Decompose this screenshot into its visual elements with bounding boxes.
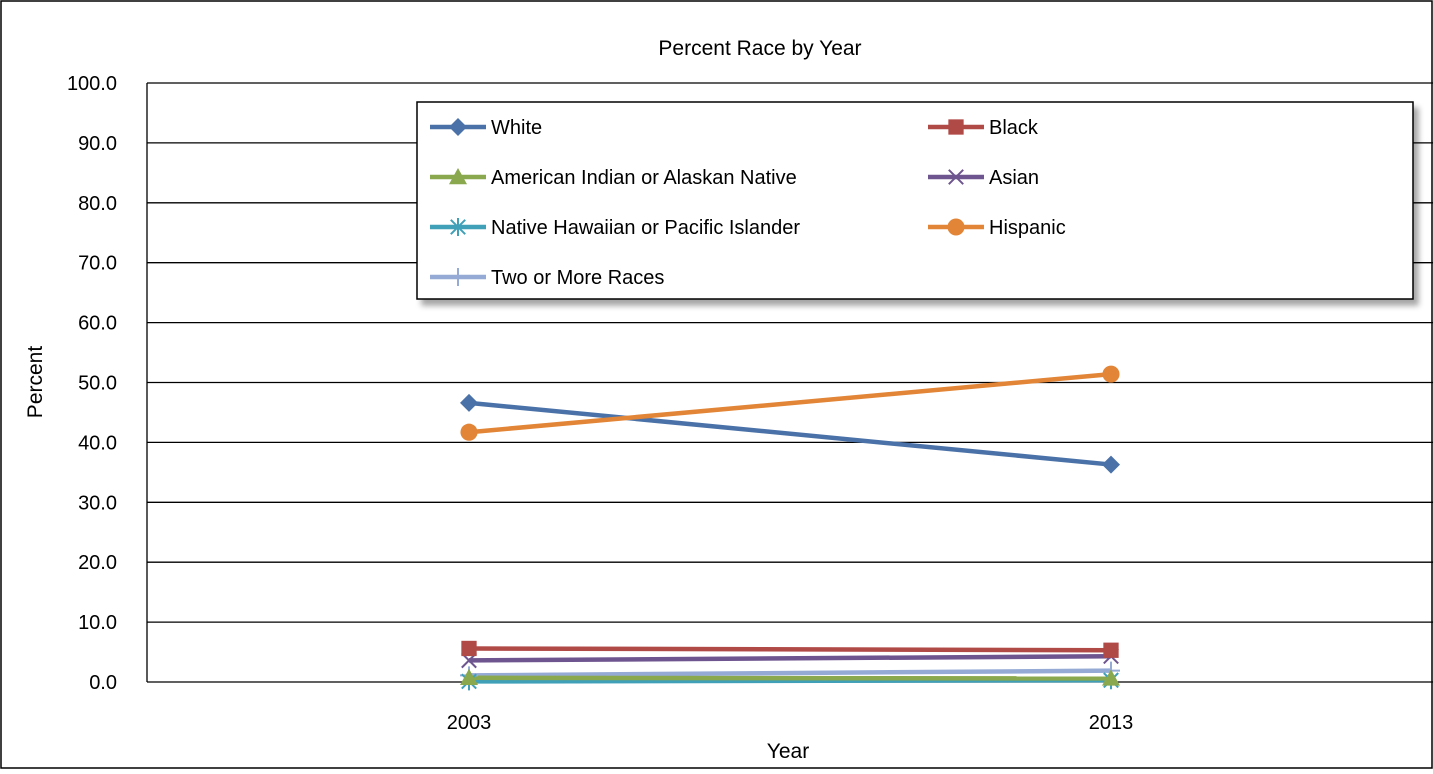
legend-item: American Indian or Alaskan Native xyxy=(430,167,797,189)
y-tick-label: 30.0 xyxy=(78,492,117,514)
legend-label: White xyxy=(491,117,542,139)
data-point xyxy=(1102,455,1120,474)
legend: White Black American Indian or Alaskan Nat… xyxy=(416,101,1414,300)
chart-title: Percent Race by Year xyxy=(658,37,861,60)
marker-circle xyxy=(1102,365,1120,383)
legend-label: American Indian or Alaskan Native xyxy=(491,167,797,189)
y-tick-label: 20.0 xyxy=(78,552,117,574)
series-line xyxy=(468,675,1112,681)
y-tick-label: 80.0 xyxy=(78,193,117,215)
marker-triangle xyxy=(460,668,478,686)
marker-circle xyxy=(460,423,478,441)
marker-circle xyxy=(947,218,965,236)
data-point xyxy=(461,640,477,657)
legend-label: Native Hawaiian or Pacific Islander xyxy=(491,217,800,239)
y-tick-label: 90.0 xyxy=(78,133,117,155)
marker-square xyxy=(1103,642,1119,658)
marker-plus xyxy=(449,268,467,286)
y-tick-label: 60.0 xyxy=(78,313,117,335)
x-axis-ticks: 2003 2013 xyxy=(447,712,1134,734)
legend-label: Black xyxy=(989,117,1039,139)
series-line xyxy=(468,371,1112,435)
legend-item: White xyxy=(430,117,542,139)
data-point xyxy=(460,423,478,441)
x-axis-label: Year xyxy=(767,740,809,763)
marker-triangle xyxy=(449,168,467,185)
marker-triangle xyxy=(1102,669,1120,686)
series-line xyxy=(468,400,1112,467)
y-axis-label: Percent xyxy=(24,346,47,419)
y-tick-label: 40.0 xyxy=(78,432,117,454)
x-tick-label: 2003 xyxy=(447,712,492,734)
data-point xyxy=(1103,642,1119,658)
legend-item: Black xyxy=(928,117,1039,139)
marker-diamond xyxy=(460,393,478,412)
y-tick-label: 70.0 xyxy=(78,253,117,275)
marker-x xyxy=(948,169,964,185)
y-tick-label: 0.0 xyxy=(89,672,117,694)
data-point xyxy=(1102,365,1120,383)
series-line xyxy=(468,653,1112,663)
legend-item: Asian xyxy=(928,167,1039,189)
series-line xyxy=(468,646,1112,653)
marker-square xyxy=(461,640,477,657)
data-point xyxy=(460,393,478,412)
legend-item: Native Hawaiian or Pacific Islander xyxy=(430,217,800,239)
data-point xyxy=(460,668,478,686)
legend-box xyxy=(416,101,1414,300)
y-tick-label: 50.0 xyxy=(78,373,117,395)
x-tick-label: 2013 xyxy=(1089,712,1134,734)
marker-square xyxy=(948,119,964,135)
y-axis-ticks: 0.0 10.0 20.0 30.0 40.0 50.0 60.0 70.0 80.0 90.0 1… xyxy=(67,73,117,694)
series-lines xyxy=(460,365,1120,691)
legend-label: Asian xyxy=(989,167,1039,189)
legend-label: Two or More Races xyxy=(491,267,664,289)
marker-diamond xyxy=(449,118,467,136)
marker-diamond xyxy=(1102,455,1120,474)
legend-item: Two or More Races xyxy=(430,267,664,289)
y-tick-label: 100.0 xyxy=(67,73,117,95)
marker-star xyxy=(450,218,466,236)
data-point xyxy=(1102,669,1120,686)
legend-label: Hispanic xyxy=(989,217,1066,239)
legend-items: White Black American Indian or Alaskan Nat… xyxy=(430,117,1066,289)
series-line xyxy=(468,668,1112,678)
y-tick-label: 10.0 xyxy=(78,612,117,634)
legend-item: Hispanic xyxy=(928,217,1066,239)
